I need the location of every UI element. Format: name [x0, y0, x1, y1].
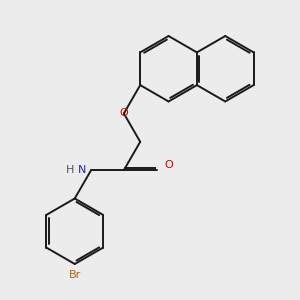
Text: Br: Br — [69, 270, 81, 280]
Text: O: O — [119, 109, 128, 118]
Text: N: N — [78, 165, 86, 175]
Text: O: O — [164, 160, 173, 170]
Text: H: H — [66, 165, 74, 175]
